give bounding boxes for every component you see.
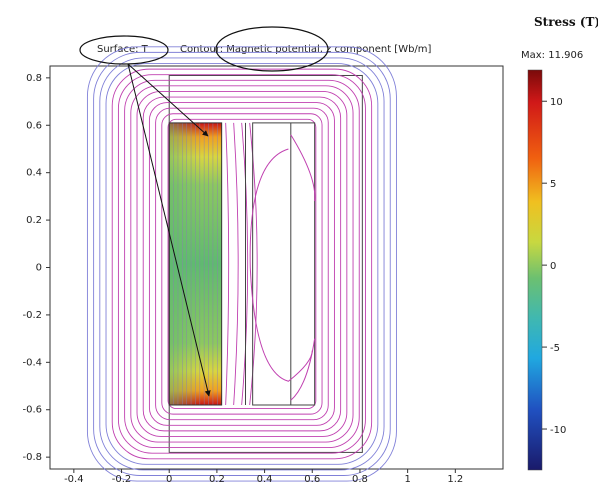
contour-loop bbox=[117, 74, 366, 454]
contour-loop bbox=[155, 107, 329, 421]
plot-title-surface: Surface: T bbox=[97, 44, 149, 55]
x-tick-label: 0.2 bbox=[209, 474, 225, 484]
contour-loop bbox=[93, 51, 391, 476]
colorbar-ticks: 10 5 0 -5 -10 bbox=[542, 97, 566, 436]
y-tick-label: 0.2 bbox=[26, 215, 42, 226]
annotation-ellipse-surface bbox=[79, 35, 169, 65]
contour-loop bbox=[105, 63, 379, 465]
contour-line-gap bbox=[233, 122, 239, 406]
annotation-arrow-bottom bbox=[127, 63, 211, 397]
plot-title-contour: Contour: Magnetic potential, z component… bbox=[180, 44, 432, 55]
colorbar-tick-label: 10 bbox=[550, 97, 563, 108]
x-tick-label: 0.8 bbox=[352, 474, 368, 484]
x-tick-label: 1 bbox=[404, 474, 410, 484]
conductor-outline bbox=[168, 122, 223, 406]
x-tick-label: -0.4 bbox=[64, 474, 84, 484]
colorbar-tick-label: -10 bbox=[550, 425, 566, 436]
contour-inner-arc bbox=[290, 338, 316, 401]
colorbar-tick-label: -5 bbox=[550, 343, 560, 354]
contour-inner-arc bbox=[290, 134, 316, 202]
plot-area bbox=[86, 46, 397, 482]
contour-loop bbox=[130, 85, 354, 443]
contour-loop bbox=[148, 102, 335, 426]
y-tick-label: 0.6 bbox=[26, 120, 42, 131]
contour-loop bbox=[142, 96, 342, 432]
x-tick-label: 0.4 bbox=[257, 474, 273, 484]
x-tick-label: 1.2 bbox=[447, 474, 463, 484]
x-tick-label: 0.6 bbox=[304, 474, 320, 484]
y-tick-label: -0.4 bbox=[22, 357, 42, 368]
annotation-ellipse-contour bbox=[215, 26, 329, 72]
contour-loop bbox=[161, 113, 323, 415]
contour-inner-loop bbox=[249, 148, 313, 382]
contour-loop bbox=[111, 68, 373, 460]
contour-loop bbox=[167, 118, 317, 409]
colorbar-max-label: Max: 11.906 bbox=[521, 50, 583, 61]
y-tick-label: -0.2 bbox=[22, 310, 42, 321]
contour-line-gap bbox=[241, 122, 249, 406]
contour-loop bbox=[99, 57, 385, 471]
y-tick-label: -0.6 bbox=[22, 405, 42, 416]
annotation-arrow-top bbox=[127, 63, 209, 137]
y-tick-label: -0.8 bbox=[22, 452, 42, 463]
y-tick-label: 0 bbox=[36, 263, 42, 274]
colorbar-title: Stress (T) bbox=[534, 15, 598, 29]
contour-line-gap bbox=[225, 122, 230, 406]
colorbar bbox=[527, 69, 543, 471]
y-tick-label: 0.4 bbox=[26, 168, 42, 179]
axis-ticks: -0.4 -0.2 0 0.2 0.4 0.6 0.8 1 1.2 0.8 0.6 0.4 0.2 0 -0… bbox=[22, 73, 463, 484]
y-tick-label: 0.8 bbox=[26, 73, 42, 84]
contour-loop bbox=[124, 79, 360, 449]
contour-loop bbox=[86, 46, 397, 482]
plot-frame bbox=[49, 65, 504, 470]
contour-loop bbox=[136, 90, 348, 437]
x-tick-label: 0 bbox=[166, 474, 172, 484]
inner-box bbox=[252, 122, 316, 406]
colorbar-tick-label: 0 bbox=[550, 261, 556, 272]
x-tick-label: -0.2 bbox=[112, 474, 132, 484]
colorbar-tick-label: 5 bbox=[550, 179, 556, 190]
